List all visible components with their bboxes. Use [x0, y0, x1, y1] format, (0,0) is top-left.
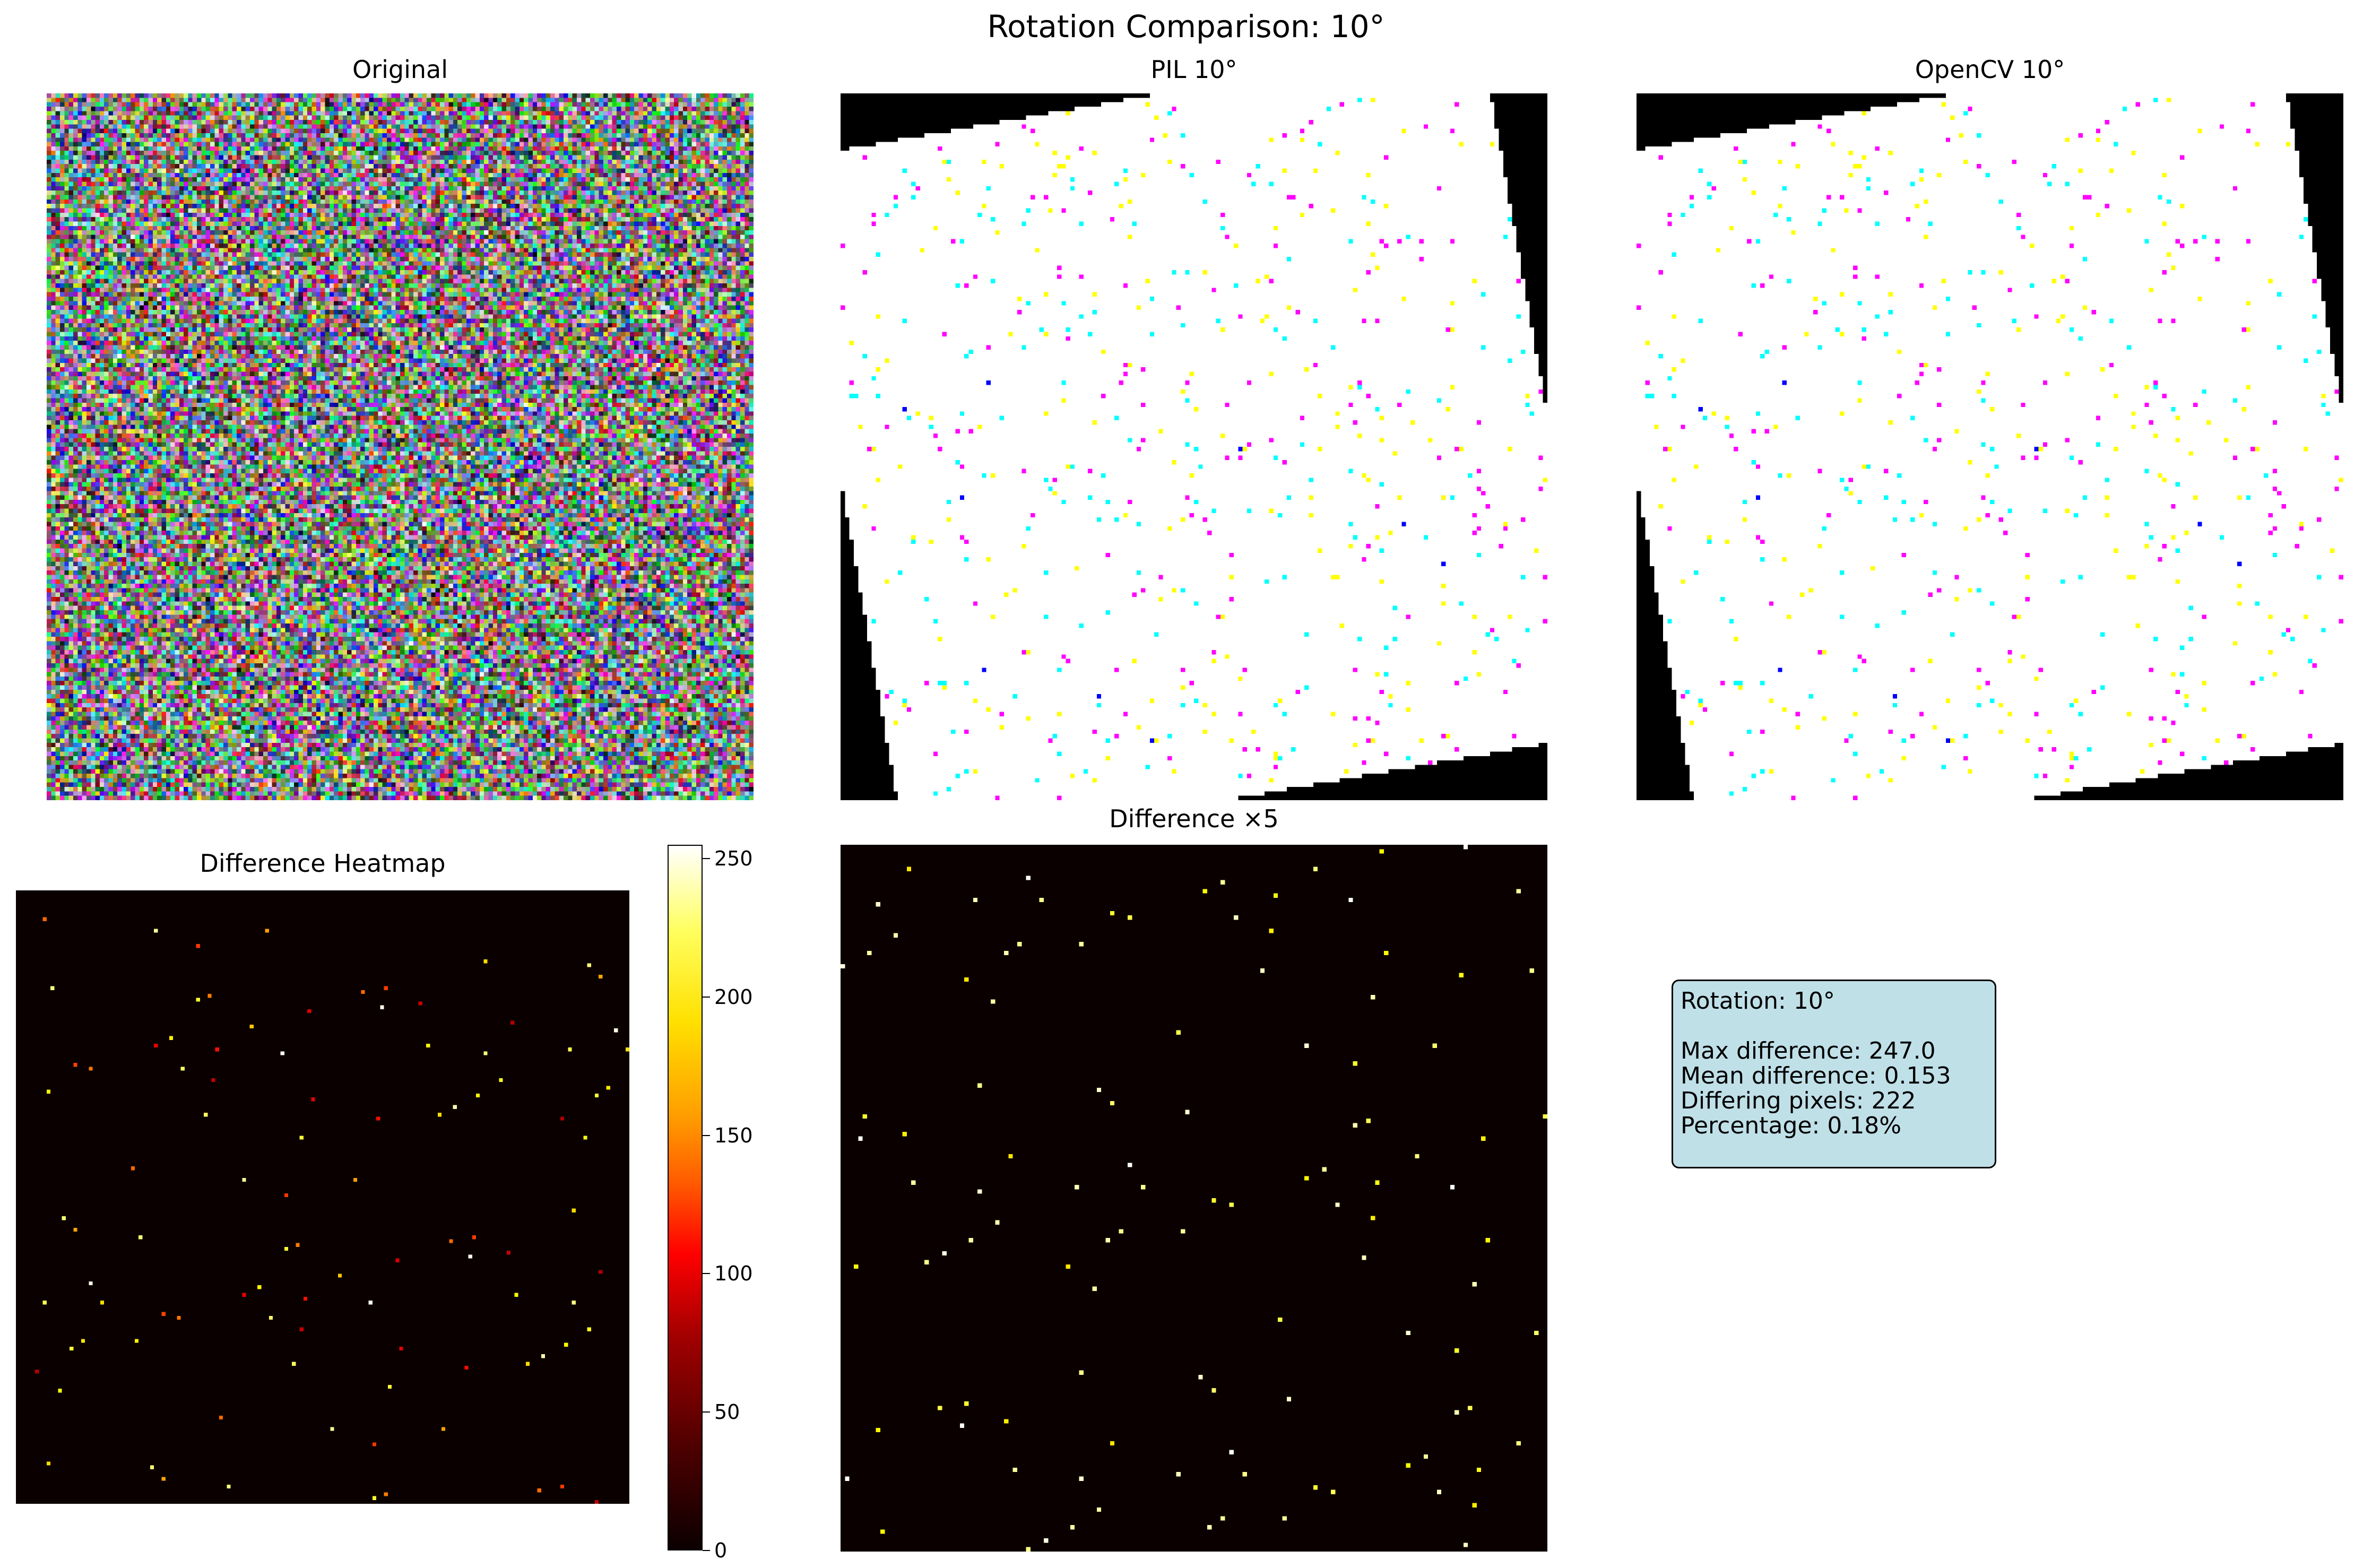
difference-heatmap — [16, 890, 629, 1504]
colorbar — [668, 845, 703, 1550]
colorbar-tick — [703, 1273, 710, 1275]
panel-title-heatmap: Difference Heatmap — [200, 849, 446, 878]
difference-x5-image — [841, 845, 1547, 1552]
colorbar-tick-label: 100 — [714, 1262, 753, 1286]
original-image — [47, 93, 754, 800]
pil-rotated-image — [841, 93, 1547, 800]
stats-box: Rotation: 10° Max difference: 247.0 Mean… — [1672, 980, 1996, 1168]
panel-title-diff5: Difference ×5 — [1109, 804, 1279, 833]
colorbar-tick — [703, 1411, 710, 1413]
panel-title-opencv: OpenCV 10° — [1915, 55, 2065, 84]
colorbar-tick — [703, 996, 710, 998]
colorbar-tick-label: 200 — [714, 985, 753, 1009]
opencv-rotated-image — [1637, 93, 2343, 800]
colorbar-tick — [703, 858, 710, 860]
stat-differing-pixels: Differing pixels: 222 — [1681, 1087, 1916, 1114]
stat-percentage: Percentage: 0.18% — [1681, 1112, 1902, 1139]
colorbar-tick — [703, 1134, 710, 1136]
colorbar-tick-label: 250 — [714, 847, 753, 871]
colorbar-tick-label: 50 — [714, 1400, 740, 1424]
panel-title-original: Original — [352, 55, 448, 84]
stat-mean-difference: Mean difference: 0.153 — [1681, 1062, 1951, 1089]
panel-title-pil: PIL 10° — [1150, 55, 1237, 84]
figure-title: Rotation Comparison: 10° — [987, 8, 1385, 45]
colorbar-tick-label: 0 — [714, 1539, 728, 1562]
stat-max-difference: Max difference: 247.0 — [1681, 1037, 1936, 1064]
colorbar-tick-label: 150 — [714, 1123, 753, 1147]
colorbar-tick — [703, 1550, 710, 1551]
stat-rotation: Rotation: 10° — [1681, 987, 1835, 1015]
